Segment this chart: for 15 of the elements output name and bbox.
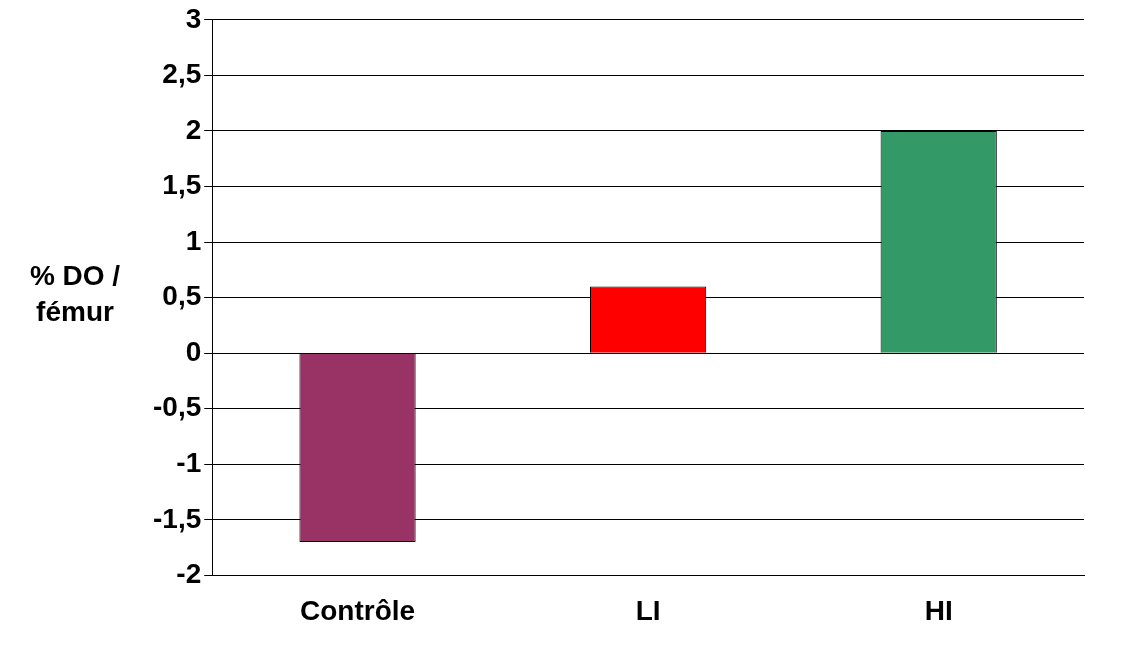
y-tick-label: 0 bbox=[185, 335, 202, 367]
y-tick-label: 0,5 bbox=[162, 280, 202, 312]
y-axis-title: % DO / fémur bbox=[28, 259, 122, 329]
y-tick-label: -2 bbox=[176, 558, 202, 590]
y-tick-label: 1,5 bbox=[162, 169, 202, 201]
y-tick-label: -1 bbox=[176, 447, 202, 478]
y-tick-label: 2,5 bbox=[162, 58, 202, 90]
y-tick-label: 3 bbox=[185, 2, 202, 34]
x-tick-label: HI bbox=[924, 594, 953, 626]
y-tick-label: 2 bbox=[185, 113, 202, 145]
y-tick-label: 1 bbox=[185, 224, 202, 256]
x-tick-label: LI bbox=[635, 594, 661, 626]
x-tick-label: Contrôle bbox=[299, 594, 416, 626]
y-tick-label: -1,5 bbox=[153, 502, 202, 534]
y-tick-label: -0,5 bbox=[153, 391, 202, 423]
